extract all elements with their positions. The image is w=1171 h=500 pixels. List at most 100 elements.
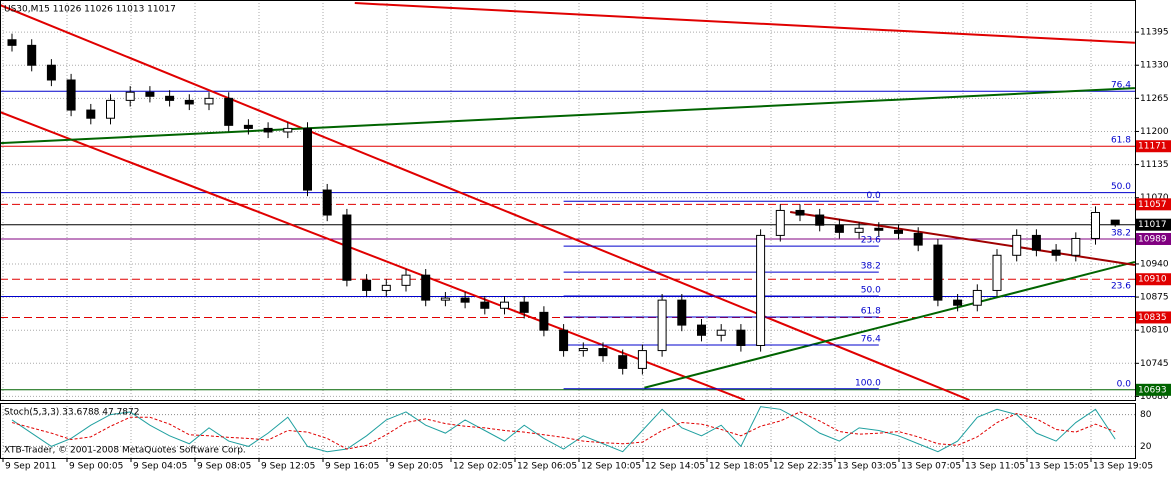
x-tick-label: 13 Sep 15:05: [1029, 462, 1089, 472]
fib-label: 76.4: [1111, 81, 1131, 91]
candle-body: [815, 214, 825, 226]
x-tick-label: 9 Sep 00:05: [69, 462, 123, 472]
stoch-frame: [0, 403, 1136, 459]
fib-label: 23.6: [1111, 281, 1131, 291]
candle-body: [145, 91, 155, 97]
price-box-label: 10989: [1138, 234, 1167, 244]
candle-body: [697, 324, 706, 336]
candle-body: [677, 299, 687, 326]
candle-body: [1071, 237, 1081, 256]
fib-label: 0.0: [1117, 379, 1132, 389]
stoch-panel: [0, 403, 1135, 458]
candle-body: [992, 254, 1002, 291]
x-tick-label: 12 Sep 14:05: [645, 462, 705, 472]
candle-body: [834, 224, 844, 233]
candle-body: [342, 214, 352, 281]
x-tick-label: 9 Sep 2011: [5, 462, 56, 472]
trendline: [789, 210, 1135, 266]
candle-body: [204, 97, 214, 105]
candle-body: [460, 297, 470, 303]
candle-body: [1031, 234, 1041, 251]
x-tick-label: 13 Sep 07:05: [901, 462, 961, 472]
y-tick-label: 10810: [1140, 326, 1169, 336]
stoch-line: [11, 406, 1116, 453]
y-tick-label: 10940: [1140, 259, 1169, 269]
stoch-line: [11, 411, 1116, 450]
price-box-label: 11017: [1138, 220, 1167, 230]
candle-body: [972, 289, 982, 306]
x-tick-label: 9 Sep 08:05: [197, 462, 251, 472]
price-box-label: 11171: [1138, 142, 1167, 152]
candle-body: [7, 39, 17, 46]
chart-title: US30,M15 11026 11026 11013 11017: [4, 5, 176, 15]
x-tick-label: 12 Sep 02:05: [453, 462, 513, 472]
candle-body: [637, 350, 647, 369]
candle-body: [933, 244, 943, 301]
candle-body: [598, 348, 608, 357]
y-tick-label: 11135: [1140, 160, 1169, 170]
y-tick-label: 80: [1140, 410, 1152, 420]
fib-label: 38.2: [861, 262, 881, 272]
price-box: [1136, 140, 1171, 153]
candle-body: [775, 209, 785, 236]
y-tick-label: 10875: [1140, 293, 1169, 303]
price-box-label: 10910: [1138, 275, 1167, 285]
overlay: 9 Sep 2011 9 Sep 00:05 9 Sep 04:05 9 Sep 08…: [2, 28, 1171, 472]
y-tick-label: 11265: [1140, 94, 1169, 104]
stoch-title: Stoch(5,3,3) 33.6788 47.7872: [4, 408, 139, 418]
footer: XTB-Trader, © 2001-2008 MetaQuotes Softw…: [4, 446, 246, 456]
candle-body: [165, 95, 175, 101]
candle-body: [381, 284, 391, 291]
candle-body: [756, 234, 766, 346]
candle-body: [657, 299, 667, 352]
price-box: [1136, 218, 1171, 231]
fib-label: 38.2: [1111, 228, 1131, 238]
candle-body: [1051, 249, 1061, 256]
candle-body: [1091, 211, 1100, 239]
x-tick-label: 12 Sep 06:05: [517, 462, 577, 472]
y-tick-label: 10680: [1140, 392, 1169, 402]
price-box: [1136, 273, 1171, 286]
candle-body: [795, 209, 805, 216]
candle-body: [559, 329, 569, 352]
candle-body: [440, 297, 450, 301]
candle-body: [224, 97, 234, 126]
fib-label: 61.8: [1111, 136, 1131, 146]
candle-body: [480, 301, 490, 309]
candle-body: [243, 124, 253, 129]
trendline: [0, 111, 746, 400]
candle-body: [736, 329, 746, 346]
candle-body: [263, 127, 273, 133]
candle-body: [125, 91, 135, 101]
x-tick-label: 13 Sep 19:05: [1093, 462, 1153, 472]
candle-body: [1110, 219, 1120, 226]
trendline: [0, 4, 970, 400]
fib-label: 76.4: [861, 334, 881, 344]
x-tick-label: 12 Sep 18:05: [709, 462, 769, 472]
candle-body: [184, 99, 194, 105]
candle-body: [27, 44, 37, 66]
candle-body: [66, 79, 76, 111]
candle-body: [401, 274, 411, 286]
candle-body: [578, 348, 588, 352]
fib-label: 23.6: [861, 236, 881, 246]
x-tick-label: 12 Sep 22:35: [773, 462, 833, 472]
trendline: [354, 2, 1135, 44]
price-box: [1136, 232, 1171, 245]
price-box-label: 11057: [1138, 200, 1167, 210]
fib-label: 61.8: [861, 306, 881, 316]
x-tick-label: 9 Sep 20:05: [389, 462, 443, 472]
y-tick-label: 11200: [1140, 127, 1169, 137]
candle-body: [362, 279, 372, 291]
candle-body: [1012, 234, 1022, 256]
x-tick-label: 13 Sep 11:05: [965, 462, 1025, 472]
candle-body: [894, 229, 903, 234]
y-tick-label: 20: [1140, 442, 1152, 452]
candle-body: [618, 355, 628, 369]
candle-body: [854, 227, 864, 233]
x-tick-label: 9 Sep 16:05: [325, 462, 379, 472]
candle-body: [874, 227, 884, 231]
candle-body: [86, 109, 96, 119]
